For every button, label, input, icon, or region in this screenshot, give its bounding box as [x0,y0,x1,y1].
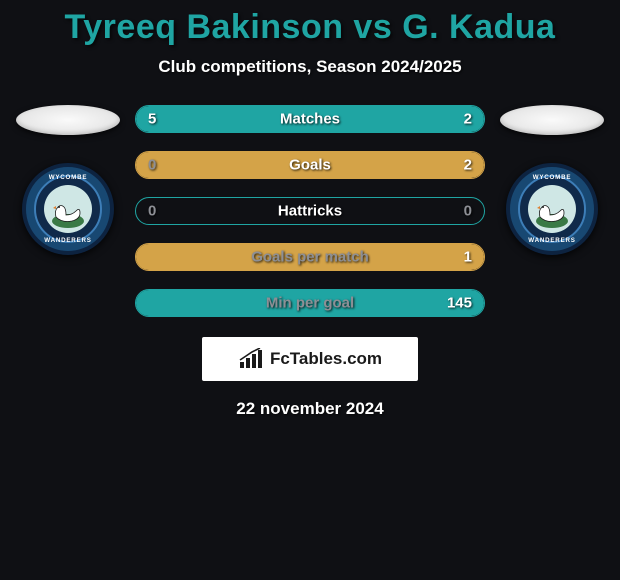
left-player-avatar [16,105,120,135]
swan-icon [46,187,90,231]
right-club-badge: WYCOMBE WANDERERS [506,163,598,255]
stat-value-right: 0 [464,203,472,220]
left-player-column: WYCOMBE WANDERERS [13,105,123,255]
stat-value-right: 2 [464,111,472,128]
stat-value-right: 1 [464,249,472,266]
stat-label: Matches [280,111,340,128]
stat-fill-left [136,106,383,132]
badge-text-bottom: WANDERERS [26,237,110,244]
source-logo-text: FcTables.com [270,349,382,369]
right-player-column: WYCOMBE WANDERERS [497,105,607,255]
left-club-badge: WYCOMBE WANDERERS [22,163,114,255]
source-logo: FcTables.com [202,337,418,381]
badge-center [528,185,576,233]
stat-row: 0 0 Hattricks [135,197,485,225]
badge-text-top: WYCOMBE [26,174,110,181]
page-subtitle: Club competitions, Season 2024/2025 [0,57,620,77]
stat-value-left: 0 [148,203,156,220]
badge-text-top: WYCOMBE [510,174,594,181]
date-label: 22 november 2024 [0,399,620,419]
stat-label: Min per goal [266,295,354,312]
stat-label: Goals per match [251,249,369,266]
stat-label: Hattricks [278,203,342,220]
badge-text-bottom: WANDERERS [510,237,594,244]
stat-value-left: 0 [148,157,156,174]
swan-icon [530,187,574,231]
stat-row: 145 Min per goal [135,289,485,317]
stat-value-left: 5 [148,111,156,128]
badge-center [44,185,92,233]
chart-icon [238,348,264,370]
stats-column: 5 2 Matches 0 2 Goals 0 0 Hattricks 1 Goals per ma… [135,105,485,317]
stat-row: 0 2 Goals [135,151,485,179]
page-title: Tyreeq Bakinson vs G. Kadua [0,8,620,47]
comparison-card: Tyreeq Bakinson vs G. Kadua Club competi… [0,0,620,419]
stat-value-right: 145 [447,295,472,312]
stat-value-right: 2 [464,157,472,174]
right-player-avatar [500,105,604,135]
stat-row: 1 Goals per match [135,243,485,271]
main-row: WYCOMBE WANDERERS 5 2 Matches 0 2 Goals 0 0 Hatt… [0,105,620,317]
stat-row: 5 2 Matches [135,105,485,133]
stat-label: Goals [289,157,331,174]
